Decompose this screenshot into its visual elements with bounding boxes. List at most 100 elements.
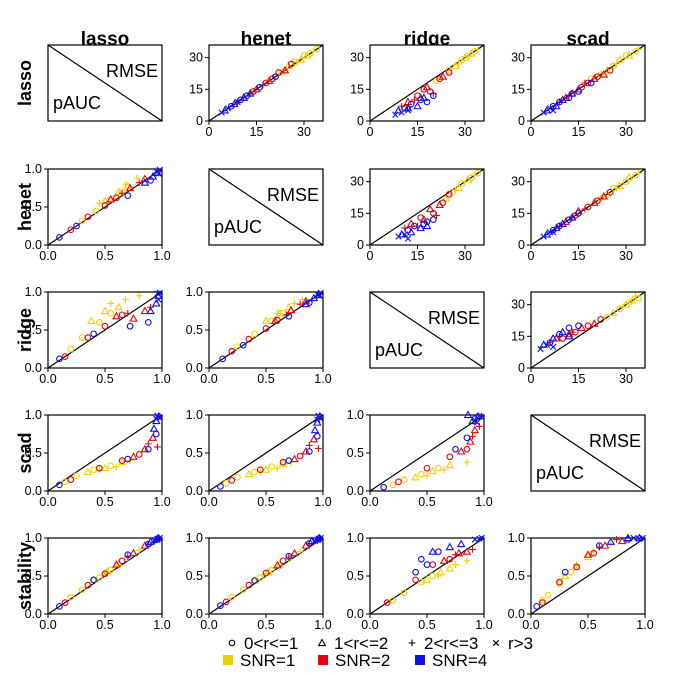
data-point-circle-snr2 (395, 478, 402, 486)
data-point-triangle-snr4 (623, 533, 633, 542)
x-tick-label: 0.0 (39, 495, 56, 509)
data-point-cross-snr4 (404, 107, 412, 114)
identity-line (47, 414, 163, 492)
data-point-circle-snr4 (463, 434, 471, 442)
identity-line (47, 291, 163, 369)
data-point-circle-snr2 (256, 466, 264, 474)
data-point-plus-snr2 (124, 309, 132, 317)
legend-symbol-circle (228, 639, 236, 647)
y-tick-label: 0.5 (186, 323, 203, 337)
y-tick-label: 0.5 (25, 446, 42, 460)
y-tick-label: 0.5 (347, 446, 364, 460)
data-point-triangle-snr4 (548, 333, 558, 342)
data-point-plus-snr2 (469, 432, 476, 440)
data-point-triangle-snr2 (470, 425, 480, 434)
y-tick-label: 0.0 (347, 607, 364, 621)
data-point-circle-snr4 (239, 341, 247, 349)
legend-label-triangle: 1<r<=2 (334, 634, 388, 653)
data-point-circle-snr1 (435, 464, 442, 472)
x-tick-label: 0 (367, 125, 374, 139)
data-point-cross-snr4 (224, 105, 232, 112)
data-point-circle-snr2 (61, 599, 69, 606)
data-point-plus-snr1 (463, 458, 471, 466)
panel-henet-vs-ridge: 00 15 15 30 30 (350, 168, 485, 263)
data-point-circle-snr4 (217, 483, 224, 490)
identity-line (530, 291, 646, 369)
data-point-circle-snr4 (124, 192, 132, 199)
data-point-circle-snr1 (61, 478, 69, 486)
panel-henet-vs-lasso: 0.00.0 0.5 0.5 1.0 1.0 (25, 162, 171, 263)
panel-scad-vs-ridge: 0.00.0 0.5 0.5 1.0 1.0 (347, 408, 493, 509)
data-point-circle-snr1 (544, 591, 552, 599)
data-point-triangle-snr1 (100, 196, 110, 204)
data-point-triangle-snr4 (149, 424, 159, 432)
data-point-triangle-snr2 (599, 191, 609, 200)
diagonal-label-rmse: RMSE (428, 308, 480, 328)
data-point-circle-snr4 (417, 555, 425, 563)
data-point-circle-snr1 (234, 473, 241, 481)
data-point-cross-snr4 (395, 233, 402, 240)
data-point-triangle-snr1 (460, 53, 470, 61)
data-point-triangle-snr4 (301, 299, 311, 308)
data-point-circle-snr4 (575, 88, 582, 95)
data-point-triangle-snr1 (445, 563, 455, 572)
data-point-triangle-snr1 (624, 172, 634, 181)
data-point-plus-snr1 (296, 548, 304, 556)
data-point-circle-snr4 (407, 100, 415, 108)
data-point-plus-snr1 (613, 60, 620, 68)
data-point-cross-snr4 (478, 534, 485, 542)
data-point-plus-snr1 (135, 292, 143, 300)
data-point-circle-snr1 (78, 217, 86, 225)
y-tick-label: 0.0 (25, 361, 42, 375)
data-point-triangle-snr4 (558, 327, 567, 336)
data-point-triangle-snr1 (441, 194, 451, 202)
diagonal-label-pauc: pAUC (53, 93, 101, 113)
data-point-plus-snr1 (455, 60, 463, 68)
data-point-triangle-snr2 (590, 74, 599, 82)
data-point-circle-snr1 (251, 330, 258, 338)
x-tick-label: 0 (367, 249, 374, 263)
diagonal-label-pauc: pAUC (536, 463, 584, 483)
data-point-circle-snr4 (219, 355, 227, 363)
data-point-cross-snr4 (471, 536, 479, 543)
data-point-plus-snr2 (410, 96, 418, 104)
data-point-cross-snr4 (549, 229, 557, 236)
data-point-circle-snr2 (245, 581, 253, 589)
data-point-triangle-snr4 (312, 418, 322, 426)
data-point-cross-snr4 (546, 105, 554, 112)
diagonal-divider (208, 168, 324, 246)
data-point-circle-snr2 (262, 325, 270, 332)
data-point-triangle-snr2 (140, 444, 150, 453)
y-tick-label: 0 (196, 114, 203, 128)
y-tick-label: 15 (350, 206, 364, 220)
y-tick-label: 0 (357, 238, 364, 252)
data-point-triangle-snr2 (140, 306, 150, 315)
data-point-circle-snr2 (118, 311, 126, 319)
row-title-henet: henet (15, 183, 35, 231)
data-point-triangle-snr2 (561, 93, 571, 101)
data-point-triangle-snr1 (283, 61, 293, 70)
data-point-triangle-snr1 (583, 552, 593, 561)
data-point-circle-snr1 (268, 463, 276, 471)
data-point-cross-snr4 (392, 111, 399, 118)
data-point-triangle-snr1 (602, 189, 612, 198)
data-point-triangle-snr2 (290, 454, 299, 463)
data-point-plus-snr1 (133, 174, 141, 182)
x-tick-label: 30 (458, 249, 472, 263)
data-point-circle-snr2 (67, 226, 75, 234)
y-tick-label: 1.0 (347, 531, 364, 545)
data-point-triangle-snr2 (270, 316, 280, 324)
data-point-cross-snr4 (540, 109, 547, 116)
data-point-triangle-snr2 (129, 314, 138, 322)
data-point-plus-snr2 (452, 551, 459, 559)
data-point-triangle-snr2 (600, 541, 610, 549)
data-point-plus-snr1 (635, 45, 643, 53)
data-point-triangle-snr4 (245, 89, 255, 97)
x-tick-label: 1.0 (153, 372, 170, 386)
data-point-circle-snr1 (107, 462, 115, 470)
data-point-circle-snr4 (256, 83, 264, 91)
data-point-circle-snr2 (445, 190, 453, 198)
x-tick-label: 0.0 (522, 618, 539, 632)
x-tick-label: 1.0 (153, 495, 170, 509)
